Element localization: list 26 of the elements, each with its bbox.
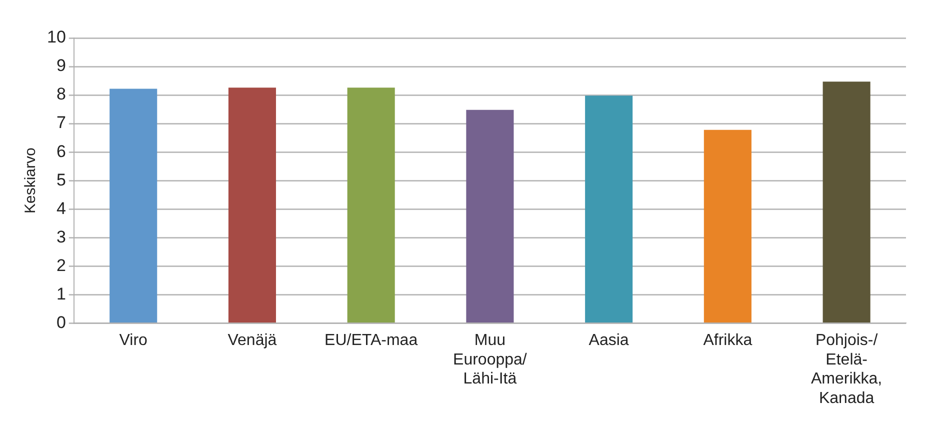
bar — [585, 96, 633, 322]
y-tick-label: 3 — [56, 227, 66, 246]
x-tick-label: Venäjä — [228, 332, 277, 350]
bar — [110, 88, 158, 322]
x-tick-label: Muu Eurooppa/Lähi-Itä — [453, 332, 528, 388]
bar — [822, 82, 870, 322]
y-tick-label: 2 — [56, 256, 66, 275]
bar — [466, 110, 514, 322]
y-tick-label: 8 — [56, 84, 66, 104]
bar — [228, 88, 276, 322]
bar — [347, 88, 395, 322]
y-tick-label: 1 — [56, 284, 66, 304]
bar — [704, 130, 752, 322]
y-tick-label: 5 — [56, 170, 66, 190]
x-tick-label: Afrikka — [703, 332, 752, 350]
y-tick-label: 7 — [56, 113, 66, 132]
y-axis-title: Keskiarvo — [22, 148, 40, 214]
y-tick-label: 9 — [56, 56, 66, 76]
x-tick-label: EU/ETA-maa — [324, 332, 418, 350]
x-tick-label: Viro — [119, 332, 148, 350]
y-tick-label: 6 — [56, 142, 66, 161]
y-tick-label: 4 — [56, 198, 66, 218]
x-tick-label: Pohjois-/Etelä-Amerikka, Kanada — [811, 332, 882, 407]
x-tick-label: Aasia — [588, 332, 629, 350]
y-tick-label: 0 — [56, 312, 66, 332]
y-tick-label: 10 — [46, 28, 66, 47]
